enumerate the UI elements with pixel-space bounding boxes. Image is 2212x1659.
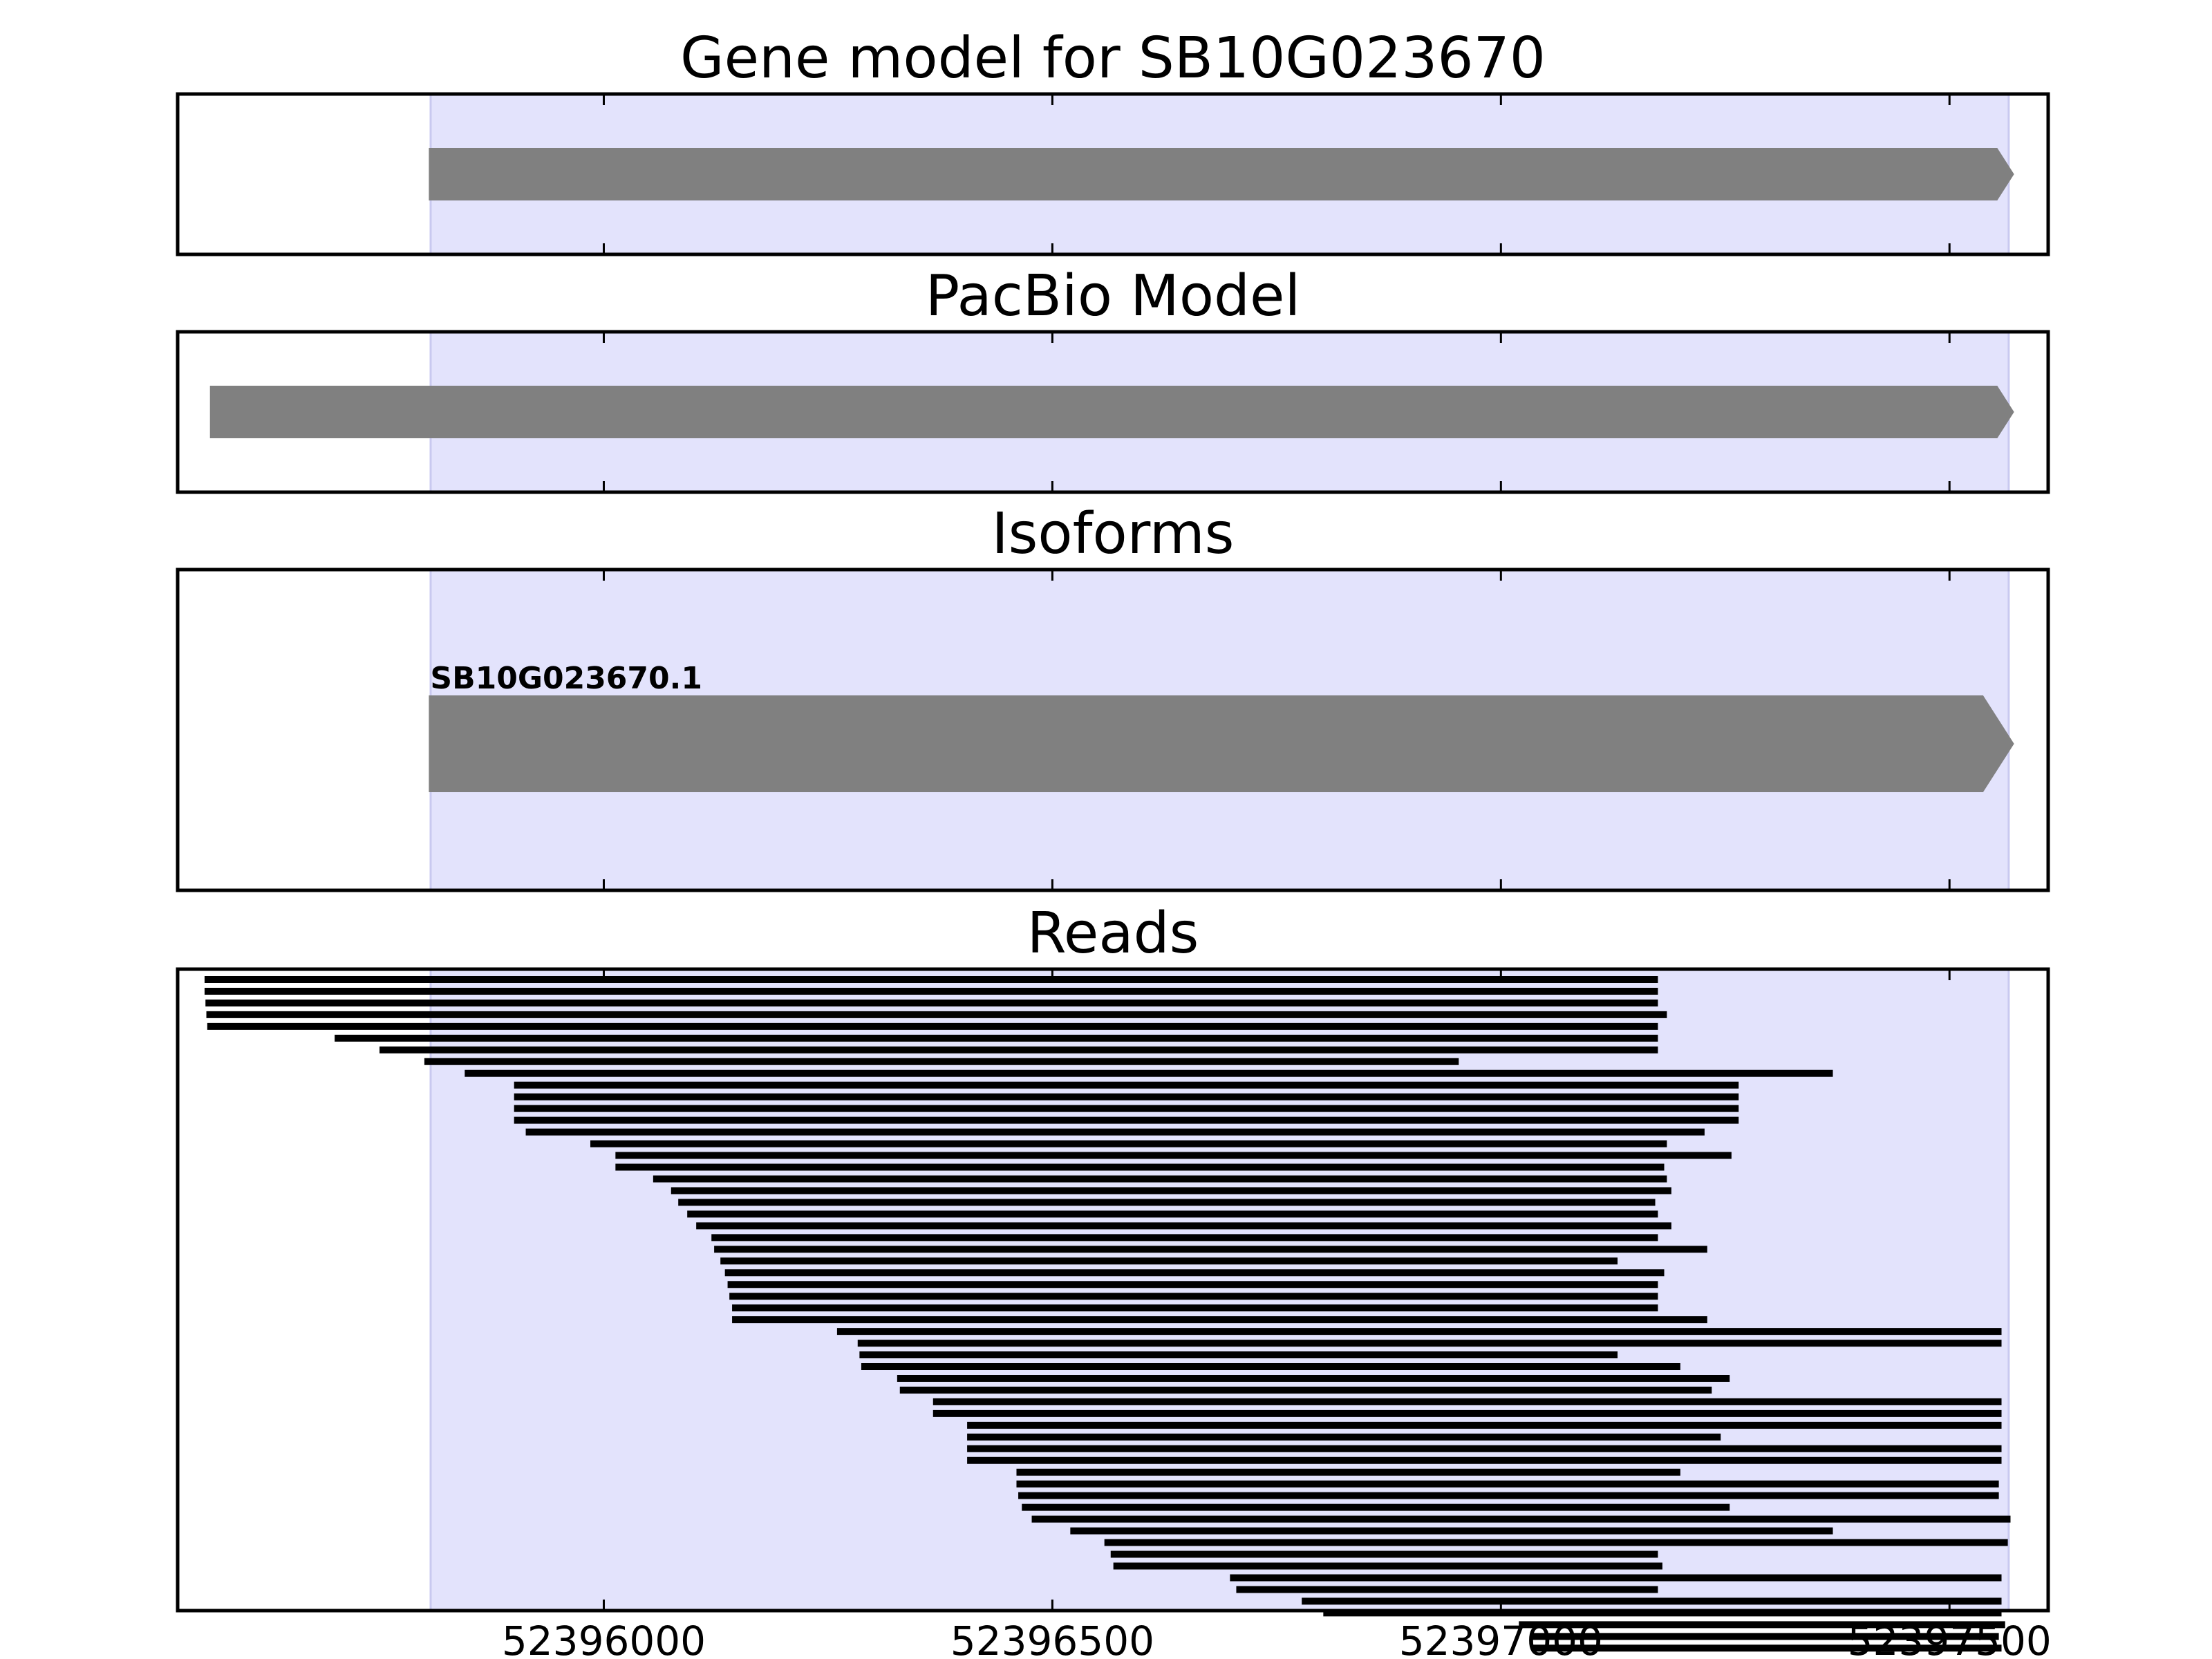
frame-layer: Gene model for SB10G023670 PacBio Model Is… — [176, 26, 2052, 1659]
x-tick-label: 52397500 — [1848, 1618, 2052, 1659]
isoform-label: SB10G023670.1 — [430, 661, 702, 696]
content-layer: SB10G023670.1 — [204, 148, 2014, 1652]
x-tick-label: 52396000 — [502, 1618, 706, 1659]
pacbio-model-title: PacBio Model — [926, 263, 1301, 329]
axes-frame — [176, 330, 2050, 494]
gene-feature — [209, 386, 2014, 438]
axes-frame — [176, 568, 2050, 892]
gene-feature — [429, 695, 2014, 792]
x-tick-label: 52396500 — [950, 1618, 1154, 1659]
gene-model-title: Gene model for SB10G023670 — [680, 26, 1546, 91]
gene-feature — [429, 148, 2014, 200]
highlight-region — [429, 968, 2010, 1612]
isoforms-title: Isoforms — [992, 501, 1235, 567]
x-tick-label: 52397000 — [1399, 1618, 1603, 1659]
axes-frame — [176, 92, 2050, 256]
axes-frame — [176, 967, 2050, 1613]
reads-title: Reads — [1027, 901, 1199, 966]
